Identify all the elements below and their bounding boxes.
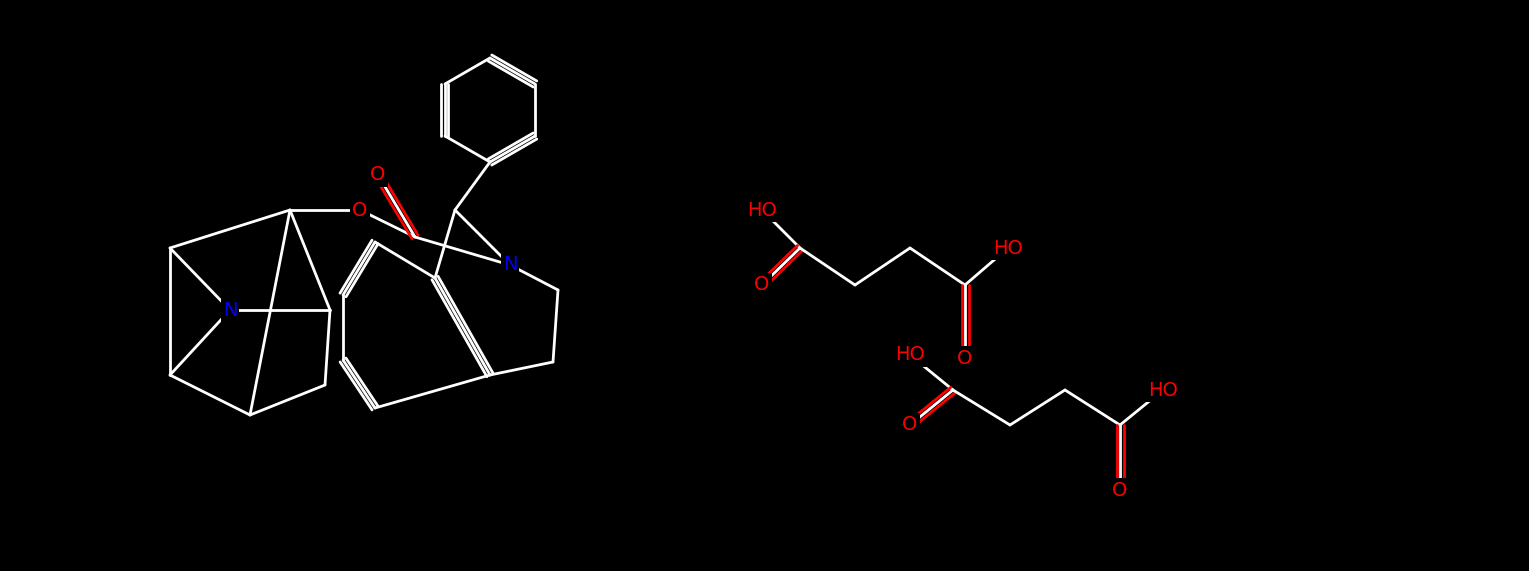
Text: O: O	[370, 166, 385, 184]
Text: HO: HO	[1148, 380, 1177, 400]
Text: HO: HO	[992, 239, 1023, 258]
Text: N: N	[223, 300, 237, 320]
Text: O: O	[1112, 481, 1128, 500]
Text: O: O	[754, 275, 769, 295]
Text: O: O	[957, 348, 972, 368]
Text: O: O	[902, 416, 917, 435]
Text: HO: HO	[894, 345, 925, 364]
Text: HO: HO	[748, 200, 777, 219]
Text: O: O	[352, 200, 367, 219]
Text: N: N	[503, 255, 517, 275]
